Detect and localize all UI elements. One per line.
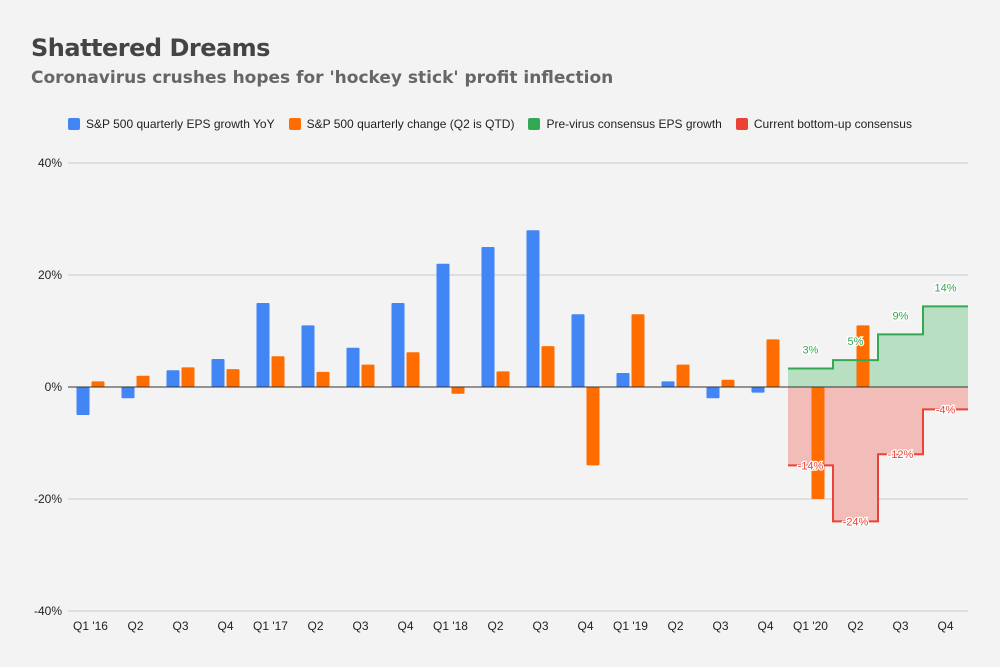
x-tick-label: Q2 — [847, 619, 863, 633]
bar-quarterly-change — [406, 352, 420, 387]
bar-eps-growth-yoy — [436, 263, 450, 387]
bar-quarterly-change — [631, 314, 645, 387]
bar-eps-growth-yoy — [526, 230, 540, 387]
x-tick-label: Q3 — [892, 619, 908, 633]
y-tick-label: 20% — [38, 268, 62, 282]
legend-label: Current bottom-up consensus — [753, 117, 912, 131]
bar-eps-growth-yoy — [571, 314, 585, 387]
y-tick-label: -40% — [34, 604, 62, 618]
current-consensus-data-label: -12% — [888, 449, 914, 461]
bar-eps-growth-yoy — [211, 359, 225, 387]
x-tick-label: Q4 — [577, 619, 593, 633]
x-tick-label: Q2 — [127, 619, 143, 633]
x-tick-label: Q2 — [487, 619, 503, 633]
x-tick-label: Q4 — [757, 619, 773, 633]
x-tick-label: Q1 '18 — [433, 619, 468, 633]
current-consensus-data-label: -24% — [843, 516, 869, 528]
current-consensus-line — [788, 408, 968, 523]
legend-swatch-green — [528, 118, 541, 130]
bar-eps-growth-yoy — [121, 387, 135, 399]
legend-swatch-blue — [68, 118, 80, 130]
legend-swatch-orange — [288, 118, 301, 130]
bar-eps-growth-yoy — [661, 381, 675, 387]
legend-item-eps-growth-yoy[interactable]: S&P 500 quarterly EPS growth YoY — [68, 117, 275, 131]
x-tick-label: Q3 — [532, 619, 548, 633]
bar-eps-growth-yoy — [301, 325, 315, 387]
legend-item-pre-virus-consensus[interactable]: Pre-virus consensus EPS growth — [528, 117, 722, 131]
bar-eps-growth-yoy — [76, 387, 90, 415]
y-tick-label: 40% — [38, 156, 62, 170]
chart-subtitle: Coronavirus crushes hopes for 'hockey st… — [31, 68, 614, 88]
x-tick-label: Q3 — [712, 619, 728, 633]
bar-eps-growth-yoy — [346, 347, 360, 387]
bar-eps-growth-yoy — [751, 387, 765, 393]
x-tick-label: Q4 — [397, 619, 413, 633]
current-consensus-data-label: -14% — [798, 460, 824, 472]
bar-eps-growth-yoy — [481, 247, 495, 387]
x-tick-label: Q1 '16 — [73, 619, 108, 633]
x-tick-label: Q1 '20 — [793, 619, 828, 633]
pre-virus-consensus-data-label: 3% — [803, 345, 819, 357]
bar-quarterly-change — [136, 375, 150, 387]
bar-quarterly-change — [541, 346, 555, 387]
bar-quarterly-change — [316, 371, 330, 387]
x-tick-label: Q1 '19 — [613, 619, 648, 633]
current-consensus-data-label: -4% — [936, 404, 956, 416]
legend-item-quarterly-change[interactable]: S&P 500 quarterly change (Q2 is QTD) — [288, 117, 515, 131]
y-tick-label: 0% — [45, 380, 63, 394]
bar-quarterly-change — [721, 379, 735, 387]
pre-virus-consensus-data-label: 5% — [848, 336, 864, 348]
x-tick-label: Q1 '17 — [253, 619, 288, 633]
x-tick-label: Q3 — [352, 619, 368, 633]
pre-virus-consensus-data-label: 9% — [893, 310, 909, 322]
bar-eps-growth-yoy — [616, 373, 630, 387]
bar-quarterly-change — [451, 387, 465, 394]
legend-swatch-red — [735, 118, 748, 130]
bar-quarterly-change — [676, 364, 690, 387]
bar-quarterly-change — [811, 387, 825, 499]
bar-quarterly-change — [271, 356, 285, 387]
legend-label: S&P 500 quarterly change (Q2 is QTD) — [306, 117, 515, 131]
bar-eps-growth-yoy — [166, 370, 180, 387]
bar-quarterly-change — [496, 371, 510, 387]
bar-quarterly-change — [91, 381, 105, 387]
bar-eps-growth-yoy — [391, 303, 405, 387]
pre-virus-consensus-data-label: 14% — [934, 282, 956, 294]
y-tick-label: -20% — [34, 492, 62, 506]
x-tick-label: Q3 — [172, 619, 188, 633]
bar-quarterly-change — [226, 369, 240, 387]
legend-label: S&P 500 quarterly EPS growth YoY — [86, 117, 275, 131]
chart-title: Shattered Dreams — [31, 34, 270, 62]
legend: S&P 500 quarterly EPS growth YoY S&P 500… — [68, 117, 926, 131]
bar-quarterly-change — [766, 339, 780, 387]
bar-quarterly-change — [361, 364, 375, 387]
x-tick-label: Q4 — [937, 619, 953, 633]
bar-eps-growth-yoy — [256, 303, 270, 387]
legend-item-current-consensus[interactable]: Current bottom-up consensus — [735, 117, 912, 131]
x-tick-label: Q4 — [217, 619, 233, 633]
legend-label: Pre-virus consensus EPS growth — [546, 117, 722, 131]
x-tick-label: Q2 — [667, 619, 683, 633]
bar-quarterly-change — [181, 367, 195, 387]
bar-quarterly-change — [856, 325, 870, 387]
x-tick-label: Q2 — [307, 619, 323, 633]
pre-virus-consensus-line — [788, 305, 968, 370]
bar-eps-growth-yoy — [706, 387, 720, 399]
bar-quarterly-change — [586, 387, 600, 466]
